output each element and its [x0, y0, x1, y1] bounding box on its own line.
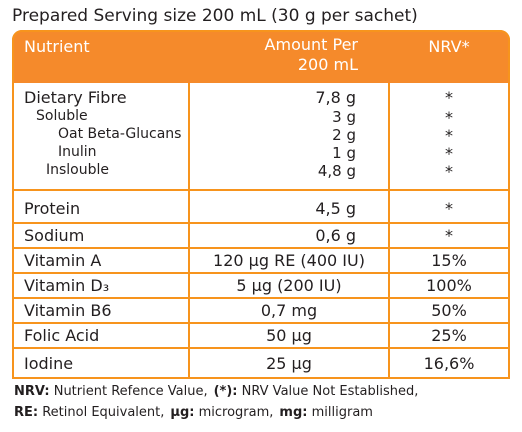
footnote-meaning: Nutrient Refence Value,: [53, 384, 208, 399]
nrv: 15%: [431, 250, 467, 270]
footnote-line: RE: Retinol Equivalent, µg: microgram, mg:…: [14, 405, 379, 420]
footnote-line: NRV: Nutrient Refence Value, (*): NRV Val…: [14, 384, 424, 399]
column-divider: [188, 83, 190, 377]
nutrient-name: Folic Acid: [24, 325, 100, 345]
nutrient-name: Vitamin A: [24, 250, 102, 270]
nutrient-name: Protein: [24, 199, 81, 218]
column-divider: [388, 83, 390, 377]
nutrient-name: Oat Beta-Glucans: [58, 126, 182, 142]
nrv: *: [445, 144, 453, 163]
nutrient-name: Soluble: [36, 108, 88, 124]
nutrient-name: Vitamin B6: [24, 300, 112, 320]
row-divider: [12, 189, 510, 191]
row-divider: [12, 297, 510, 299]
nrv: *: [445, 108, 453, 127]
amount: 1 g: [332, 144, 356, 162]
nrv: 25%: [431, 325, 467, 345]
nrv: 16,6%: [423, 353, 475, 373]
footnote-meaning: milligram: [311, 405, 373, 420]
amount: 0,6 g: [315, 225, 356, 245]
row-divider: [12, 247, 510, 249]
footnote-abbr: (*):: [213, 384, 238, 399]
nrv: *: [445, 225, 453, 245]
footnote-abbr: mg:: [279, 405, 308, 420]
amount: 50 µg: [266, 325, 312, 345]
serving-title: Prepared Serving size 200 mL (30 g per s…: [12, 6, 418, 26]
amount: 2 g: [332, 126, 356, 144]
amount: 5 µg (200 IU): [236, 275, 342, 295]
footnote-meaning: Retinol Equivalent,: [42, 405, 165, 420]
nutrient-name: Sodium: [24, 225, 85, 245]
nrv: *: [445, 88, 453, 107]
column-header: NRV*: [428, 37, 470, 56]
nrv: 50%: [431, 300, 467, 320]
column-header: Amount Per 200 mL: [200, 35, 358, 75]
row-divider: [12, 347, 510, 349]
nutrient-name: Iodine: [24, 353, 74, 373]
amount: 3 g: [332, 108, 356, 126]
table-header: [12, 30, 510, 83]
amount: 25 µg: [266, 353, 312, 373]
amount: 4,5 g: [315, 199, 356, 218]
row-divider: [12, 222, 510, 224]
nutrient-name: Inslouble: [46, 162, 110, 178]
nutrient-name: Dietary Fibre: [24, 88, 127, 107]
footnote-abbr: RE:: [14, 405, 39, 420]
footnote-meaning: NRV Value Not Established,: [241, 384, 419, 399]
footnote-meaning: microgram,: [198, 405, 274, 420]
column-header-line: 200 mL: [297, 55, 358, 74]
nrv: 100%: [426, 275, 472, 295]
nrv: *: [445, 199, 453, 218]
nrv: *: [445, 162, 453, 181]
nutrient-name: Vitamin D₃: [24, 275, 110, 295]
column-header: Nutrient: [24, 37, 90, 56]
footnote-abbr: NRV:: [14, 384, 50, 399]
row-divider: [12, 272, 510, 274]
amount: 7,8 g: [315, 88, 356, 107]
amount: 120 µg RE (400 IU): [213, 250, 365, 270]
column-header-line: Amount Per: [264, 35, 358, 54]
row-divider: [12, 322, 510, 324]
amount: 0,7 mg: [260, 300, 318, 320]
footnote-abbr: µg:: [170, 405, 195, 420]
table-border: [12, 30, 510, 379]
nrv: *: [445, 126, 453, 145]
amount: 4,8 g: [317, 162, 356, 180]
nutrient-name: Inulin: [58, 144, 97, 160]
